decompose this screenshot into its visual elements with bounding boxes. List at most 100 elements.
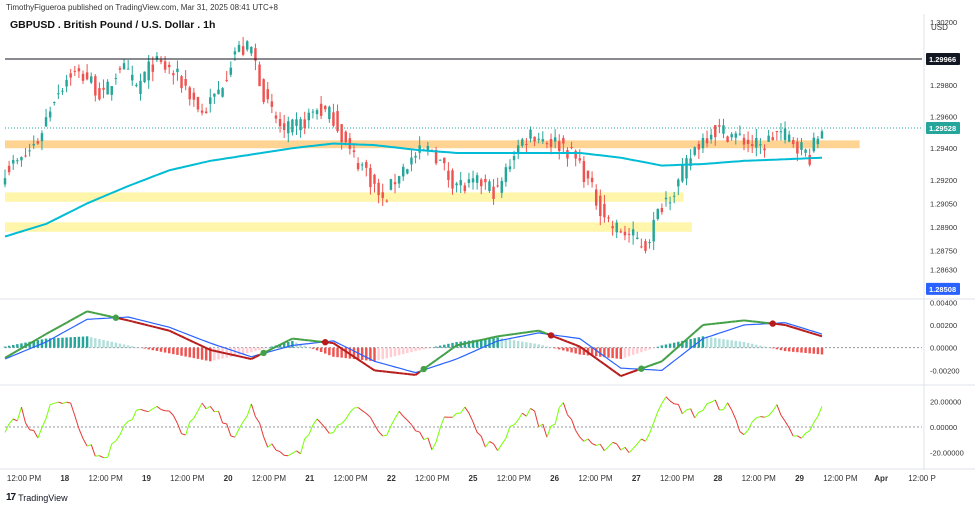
macd-histogram-bar [726,339,729,348]
macd-histogram-bar [529,342,532,348]
macd-line-segment [349,353,355,358]
macd-line-segment [538,329,544,334]
macd-line-segment [653,361,659,366]
candle-body [110,85,113,95]
oscillator-segment [739,431,745,436]
macd-histogram-bar [94,338,97,348]
candle-body [705,138,709,144]
macd-cross-dot [638,365,645,372]
macd-histogram-bar [69,337,72,348]
macd-line-segment [595,357,601,363]
macd-line-segment [45,330,51,335]
oscillator-segment [624,446,630,454]
oscillator-segment [222,422,227,425]
oscillator-segment [431,441,437,451]
oscillator-segment [817,406,823,417]
oscillator-segment [788,427,794,437]
macd-histogram-bar [11,344,15,348]
candles-layer [3,37,824,362]
macd-histogram-bar [340,347,343,358]
macd-histogram-bar [800,347,803,353]
macd-line-segment [103,314,108,317]
oscillator-segment [587,438,593,444]
oscillator-segment [234,428,240,438]
macd-cross-dot [769,320,776,327]
tradingview-brand[interactable]: 17 TradingView [6,492,68,503]
oscillator-segment [82,438,88,447]
candle-body [295,119,298,126]
macd-histogram-bar [270,346,274,348]
macd-line-segment [784,324,790,328]
macd-histogram-bar [722,339,725,348]
macd-histogram-bar [783,347,787,352]
macd-histogram-bar [701,336,705,348]
candle-body [775,131,779,133]
macd-line-segment [805,330,810,334]
macd-histogram-bar [742,342,746,348]
oscillator-segment [131,410,137,420]
macd-line-segment [599,360,605,366]
oscillator-segment [784,420,790,429]
candle-body [512,156,516,161]
oscillator-segment [756,416,761,419]
candle-body [126,68,130,70]
macd-line-segment [61,321,68,326]
macd-histogram-bar [623,347,627,358]
candle-body [40,133,44,142]
macd-histogram-bar [114,342,118,348]
macd-line-segment [345,350,351,355]
oscillator-segment [99,455,104,459]
oscillator-segment [226,423,232,437]
price-tag-box [926,282,960,295]
macd-histogram-bar [250,347,253,353]
oscillator-segment [12,418,18,422]
macd-line-segment [267,347,273,352]
oscillator-segment [714,399,720,411]
oscillator-segment [16,406,22,422]
oscillator-segment [772,404,778,412]
macd-line-segment [369,366,376,372]
macd-line-segment [443,350,449,356]
oscillator-segment [521,412,527,417]
moving-average-line [4,142,823,238]
macd-line-segment [809,331,815,335]
macd-line-segment [210,348,215,352]
oscillator-segment [378,431,384,437]
macd-histogram-bar [110,341,113,348]
candle-body [336,111,339,132]
candle-body [463,185,467,192]
time-tick-label: 20 [224,474,233,483]
oscillator-segment [480,436,486,448]
macd-line-segment [20,345,27,350]
oscillator-segment [205,405,211,410]
macd-line-segment [649,363,655,367]
macd-histogram-bar [402,347,405,355]
oscillator-segment [530,407,535,412]
candle-body [402,166,405,177]
candle-body [726,136,729,142]
macd-histogram-bar [451,342,454,348]
candle-body [360,164,364,166]
macd-histogram-bar [106,340,109,348]
macd-histogram-bar [656,346,660,348]
macd-histogram-bar [143,347,146,349]
oscillator-segment [176,423,183,434]
candle-body [270,101,274,107]
macd-line-segment [177,333,182,338]
macd-histogram-bar [151,347,155,351]
oscillator-segment [320,422,326,429]
oscillator-segment [312,418,318,426]
candle-body [44,117,48,127]
candle-body [599,195,602,216]
oscillator-segment [230,435,236,438]
oscillator-segment [698,410,704,413]
candle-body [3,178,7,185]
candle-body [266,89,269,100]
macd-histogram-bar [755,344,758,348]
candle-body [229,67,233,75]
macd-line-segment [41,333,47,338]
macd-line-segment [181,335,187,340]
candle-body [677,179,680,187]
oscillator-segment [710,399,716,403]
